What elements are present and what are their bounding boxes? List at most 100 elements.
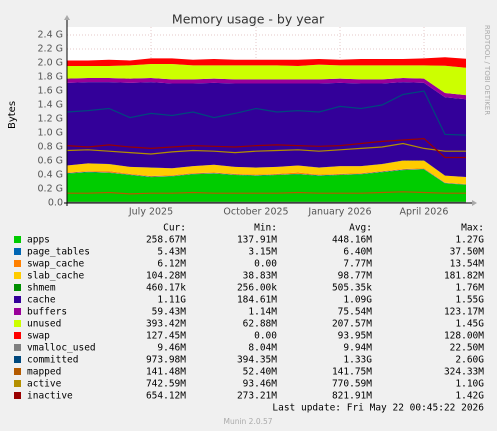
- legend-stat: 505.35k: [332, 283, 372, 294]
- legend-swatch: [14, 248, 21, 255]
- y-tick-label: 2.0 G: [38, 58, 64, 69]
- y-tick-label: 1.8 G: [38, 72, 64, 83]
- line: [66, 142, 466, 155]
- legend-stat: 258.67M: [146, 235, 186, 246]
- legend-stat: 8.04M: [248, 343, 277, 354]
- watermark: RRDTOOL / TOBI OETIKER: [483, 25, 491, 115]
- plot: [64, 15, 477, 206]
- legend-stat: 6.12M: [157, 259, 186, 270]
- legend-label: swap_cache: [27, 259, 84, 270]
- axis-arrow: [64, 15, 70, 20]
- legend-stat: 75.54M: [338, 307, 373, 318]
- legend-column-header: Max:: [461, 223, 484, 234]
- legend-swatch: [14, 272, 21, 279]
- legend-stat: 181.82M: [444, 271, 484, 282]
- axis-arrow: [472, 200, 477, 206]
- area: [67, 57, 466, 68]
- legend-stat: 742.59M: [146, 379, 186, 390]
- legend-stat: 654.12M: [146, 391, 186, 402]
- y-tick-label: 0.4 G: [38, 170, 64, 181]
- line: [66, 137, 466, 159]
- legend-stat: 93.95M: [338, 331, 373, 342]
- legend-swatch: [14, 356, 21, 363]
- y-tick-label: 0.8 G: [38, 142, 64, 153]
- legend-stat: 141.75M: [332, 367, 372, 378]
- y-tick-label: 0.6 G: [38, 156, 64, 167]
- x-tick-label: April 2026: [400, 207, 449, 218]
- legend-stat: 1.27G: [455, 235, 484, 246]
- area: [67, 160, 466, 185]
- legend-column-header: Cur:: [163, 223, 186, 234]
- x-tick-label: July 2025: [128, 207, 173, 218]
- legend-stat: 59.43M: [152, 307, 187, 318]
- legend-stat: 62.88M: [243, 319, 278, 330]
- legend-swatch: [14, 368, 21, 375]
- legend-swatch: [14, 344, 21, 351]
- area: [67, 77, 466, 100]
- legend-stat: 448.16M: [332, 235, 372, 246]
- line: [66, 90, 467, 136]
- legend-stat: 273.21M: [237, 391, 277, 402]
- legend-stat: 141.48M: [146, 367, 186, 378]
- y-tick-label: 1.4 G: [38, 100, 64, 111]
- legend-stat: 123.17M: [444, 307, 484, 318]
- legend-label: unused: [27, 319, 61, 330]
- y-tick-label: 1.2 G: [38, 114, 64, 125]
- area: [67, 63, 466, 96]
- legend-swatch: [14, 296, 21, 303]
- legend-stat: 1.55G: [455, 295, 484, 306]
- legend-stat: 1.10G: [455, 379, 484, 390]
- legend-stat: 127.45M: [146, 331, 186, 342]
- x-tick-label: October 2025: [223, 207, 288, 218]
- legend-stat: 9.94M: [343, 343, 372, 354]
- y-tick-label: 1.6 G: [38, 86, 64, 97]
- legend-label: shmem: [27, 283, 56, 294]
- legend-swatch: [14, 332, 21, 339]
- y-tick-label: 2.4 G: [38, 30, 64, 41]
- area: [67, 82, 466, 177]
- legend-stat: 1.45G: [455, 319, 484, 330]
- legend-stat: 0.00: [254, 259, 277, 270]
- legend-stat: 98.77M: [338, 271, 373, 282]
- legend-swatch: [14, 284, 21, 291]
- legend-column-header: Min:: [254, 223, 277, 234]
- area: [67, 168, 466, 185]
- legend-stat: 37.50M: [450, 247, 485, 258]
- legend-stat: 1.09G: [343, 295, 372, 306]
- legend-label: apps: [27, 235, 50, 246]
- y-tick-label: 2.2 G: [38, 44, 64, 55]
- y-tick-label: 0.2 G: [38, 184, 64, 195]
- legend-stat: 104.28M: [146, 271, 186, 282]
- legend-stat: 6.40M: [343, 247, 372, 258]
- area: [67, 168, 466, 185]
- legend-stat: 1.11G: [157, 295, 186, 306]
- legend-stat: 1.76M: [455, 283, 484, 294]
- legend-label: committed: [27, 355, 78, 366]
- legend-stat: 1.14M: [248, 307, 277, 318]
- legend-stat: 93.46M: [243, 379, 278, 390]
- legend-label: active: [27, 379, 62, 390]
- legend-column-header: Avg:: [349, 223, 372, 234]
- legend-stat: 128.00M: [444, 331, 484, 342]
- legend-label: mapped: [27, 367, 61, 378]
- legend-stat: 821.91M: [332, 391, 372, 402]
- legend-stat: 5.43M: [157, 247, 186, 258]
- legend-swatch: [14, 308, 21, 315]
- legend-stat: 770.59M: [332, 379, 372, 390]
- footer: Munin 2.0.57: [223, 417, 272, 426]
- line: [67, 191, 466, 195]
- legend-swatch: [14, 392, 21, 399]
- legend-stat: 393.42M: [146, 319, 186, 330]
- legend-stat: 1.33G: [343, 355, 372, 366]
- legend-stat: 3.15M: [248, 247, 277, 258]
- legend-swatch: [14, 380, 21, 387]
- legend-stat: 256.00k: [237, 283, 277, 294]
- legend-stat: 9.46M: [157, 343, 186, 354]
- legend: 0.0 0.2 G 0.4 G 0.6 G 0.8 G 1.0 G 1.2 G 1.4 G 1.…: [14, 30, 484, 402]
- legend-stat: 38.83M: [243, 271, 278, 282]
- legend-label: vmalloc_used: [27, 343, 96, 354]
- chart-title: Memory usage - by year: [172, 12, 325, 27]
- legend-label: cache: [27, 295, 56, 306]
